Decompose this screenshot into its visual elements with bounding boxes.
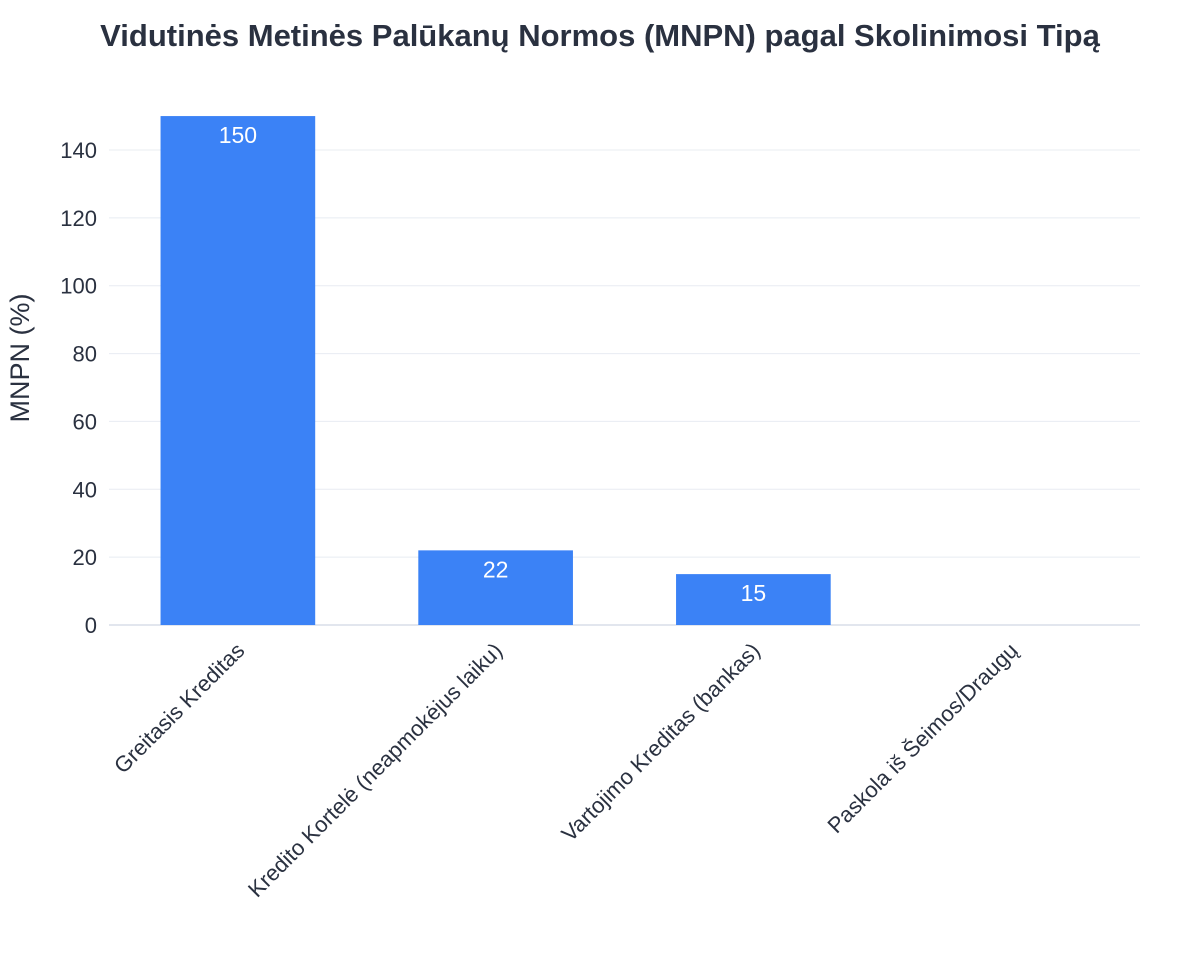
y-tick-label: 100 (60, 274, 97, 299)
bar (676, 574, 831, 625)
y-axis-label: MNPN (%) (5, 294, 35, 423)
bar (418, 550, 573, 625)
y-tick-label: 140 (60, 138, 97, 163)
x-tick-label: Greitasis Kreditas (109, 638, 249, 778)
y-tick-label: 0 (85, 613, 97, 638)
data-label: 15 (741, 580, 767, 606)
bar (160, 116, 316, 626)
data-label: 150 (219, 122, 257, 148)
y-tick-label: 120 (60, 206, 97, 231)
y-tick-label: 20 (73, 545, 97, 570)
x-tick-label: Paskola iš Šeimos/Draugų (823, 638, 1023, 838)
y-tick-label: 60 (73, 409, 97, 434)
y-tick-label: 40 (73, 477, 97, 502)
data-label: 22 (483, 556, 509, 582)
y-tick-label: 80 (73, 342, 97, 367)
chart-title: Vidutinės Metinės Palūkanų Normos (MNPN)… (100, 18, 1100, 53)
x-tick-label: Kredito Kortelė (neapmokėjus laiku) (243, 638, 507, 902)
x-tick-label: Vartojimo Kreditas (bankas) (556, 638, 764, 846)
